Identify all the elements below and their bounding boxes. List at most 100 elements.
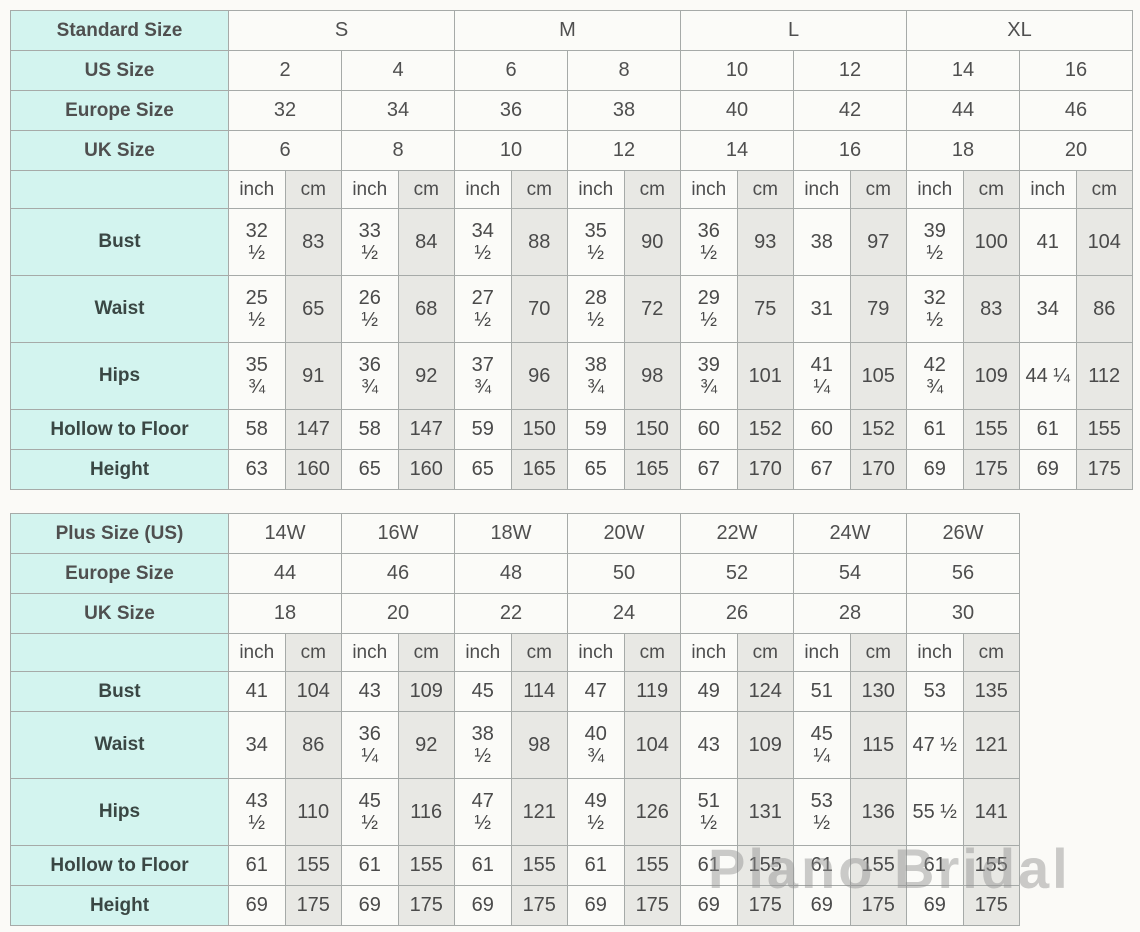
measurement-cell: 84 <box>397 208 455 276</box>
size-header-cell: 18 <box>906 130 1020 171</box>
unit-header-cell: cm <box>510 170 568 209</box>
measurement-cell: 116 <box>397 778 455 846</box>
table-row: UK Size 6 8 10 12 14 16 18 20 <box>10 130 1133 171</box>
measurement-cell: 114 <box>510 671 568 712</box>
measurement-cell: 69 <box>906 449 964 490</box>
measurement-cell: 175 <box>962 885 1020 926</box>
measurement-cell: 29 ½ <box>680 275 738 343</box>
unit-header-cell: cm <box>623 170 681 209</box>
measurement-cell: 43 ½ <box>228 778 286 846</box>
size-header-cell: 10 <box>680 50 794 91</box>
measurement-cell: 170 <box>849 449 907 490</box>
unit-header-cell: inch <box>228 170 286 209</box>
unit-header-cell: cm <box>1075 170 1133 209</box>
measurement-cell: 32 ½ <box>906 275 964 343</box>
size-header-cell: 24 <box>567 593 681 634</box>
measurement-cell: 155 <box>736 845 794 886</box>
row-label-units <box>10 633 229 672</box>
plus-size-table: Plus Size (US) 14W 16W 18W 20W 22W 24W 26W Europ… <box>10 513 1020 926</box>
measurement-cell: 110 <box>284 778 342 846</box>
measurement-cell: 72 <box>623 275 681 343</box>
size-header-cell: 16 <box>793 130 907 171</box>
row-label-europe-size: Europe Size <box>10 90 229 131</box>
size-header-cell: 16W <box>341 513 455 554</box>
unit-header-cell: cm <box>962 633 1020 672</box>
row-label-waist: Waist <box>10 711 229 779</box>
measurement-cell: 42 ¾ <box>906 342 964 410</box>
measurement-cell: 51 <box>793 671 851 712</box>
measurement-cell: 91 <box>284 342 342 410</box>
measurement-cell: 112 <box>1075 342 1133 410</box>
unit-header-cell: inch <box>793 633 851 672</box>
unit-header-cell: cm <box>397 170 455 209</box>
size-header-cell: 54 <box>793 553 907 594</box>
unit-header-cell: cm <box>849 633 907 672</box>
size-header-cell: 24W <box>793 513 907 554</box>
measurement-cell: 45 <box>454 671 512 712</box>
measurement-cell: 70 <box>510 275 568 343</box>
measurement-cell: 155 <box>849 845 907 886</box>
size-header-cell: 8 <box>341 130 455 171</box>
measurement-cell: 69 <box>341 885 399 926</box>
measurement-cell: 26 ½ <box>341 275 399 343</box>
measurement-cell: 65 <box>341 449 399 490</box>
size-header-cell: 26 <box>680 593 794 634</box>
row-label-waist: Waist <box>10 275 229 343</box>
measurement-cell: 45 ½ <box>341 778 399 846</box>
size-header-cell: 36 <box>454 90 568 131</box>
unit-header-cell: cm <box>623 633 681 672</box>
measurement-cell: 83 <box>962 275 1020 343</box>
table-row: Europe Size 32 34 36 38 40 42 44 46 <box>10 90 1133 131</box>
measurement-cell: 53 <box>906 671 964 712</box>
measurement-cell: 67 <box>793 449 851 490</box>
measurement-cell: 98 <box>510 711 568 779</box>
table-row: Plus Size (US) 14W 16W 18W 20W 22W 24W 26W <box>10 513 1020 554</box>
measurement-cell: 115 <box>849 711 907 779</box>
table-row: Bust 41 104 43 109 45 114 47 119 49 124 51 130 53 135 <box>10 671 1020 712</box>
size-header-cell: 46 <box>341 553 455 594</box>
standard-size-table: Standard Size S M L XL US Size 2 4 6 8 10 12 14 16 Eur… <box>10 10 1133 490</box>
measurement-cell: 40 ¾ <box>567 711 625 779</box>
measurement-cell: 83 <box>284 208 342 276</box>
row-label-hollow-to-floor: Hollow to Floor <box>10 409 229 450</box>
measurement-cell: 55 ½ <box>906 778 964 846</box>
measurement-cell: 165 <box>623 449 681 490</box>
measurement-cell: 155 <box>962 845 1020 886</box>
row-label-europe-size: Europe Size <box>10 553 229 594</box>
measurement-cell: 67 <box>680 449 738 490</box>
measurement-cell: 53 ½ <box>793 778 851 846</box>
measurement-cell: 69 <box>680 885 738 926</box>
measurement-cell: 119 <box>623 671 681 712</box>
size-header-cell: 56 <box>906 553 1020 594</box>
measurement-cell: 28 ½ <box>567 275 625 343</box>
table-row: inch cm inch cm inch cm inch cm inch cm inch cm inch… <box>10 633 1020 672</box>
size-header-cell: 28 <box>793 593 907 634</box>
size-header-cell: 46 <box>1019 90 1133 131</box>
measurement-cell: 45 ¼ <box>793 711 851 779</box>
size-header-cell: 16 <box>1019 50 1133 91</box>
measurement-cell: 175 <box>510 885 568 926</box>
measurement-cell: 175 <box>623 885 681 926</box>
table-row: US Size 2 4 6 8 10 12 14 16 <box>10 50 1133 91</box>
measurement-cell: 49 <box>680 671 738 712</box>
table-row: Standard Size S M L XL <box>10 10 1133 51</box>
size-header-cell: 38 <box>567 90 681 131</box>
size-header-cell: 22W <box>680 513 794 554</box>
size-header-cell: L <box>680 10 907 51</box>
size-header-cell: 12 <box>793 50 907 91</box>
measurement-cell: 150 <box>510 409 568 450</box>
table-row: Europe Size 44 46 48 50 52 54 56 <box>10 553 1020 594</box>
measurement-cell: 75 <box>736 275 794 343</box>
measurement-cell: 58 <box>341 409 399 450</box>
measurement-cell: 34 ½ <box>454 208 512 276</box>
size-header-cell: 32 <box>228 90 342 131</box>
size-header-cell: 34 <box>341 90 455 131</box>
measurement-cell: 93 <box>736 208 794 276</box>
unit-header-cell: inch <box>793 170 851 209</box>
measurement-cell: 41 <box>228 671 286 712</box>
measurement-cell: 38 ½ <box>454 711 512 779</box>
size-header-cell: 42 <box>793 90 907 131</box>
row-label-uk-size: UK Size <box>10 593 229 634</box>
